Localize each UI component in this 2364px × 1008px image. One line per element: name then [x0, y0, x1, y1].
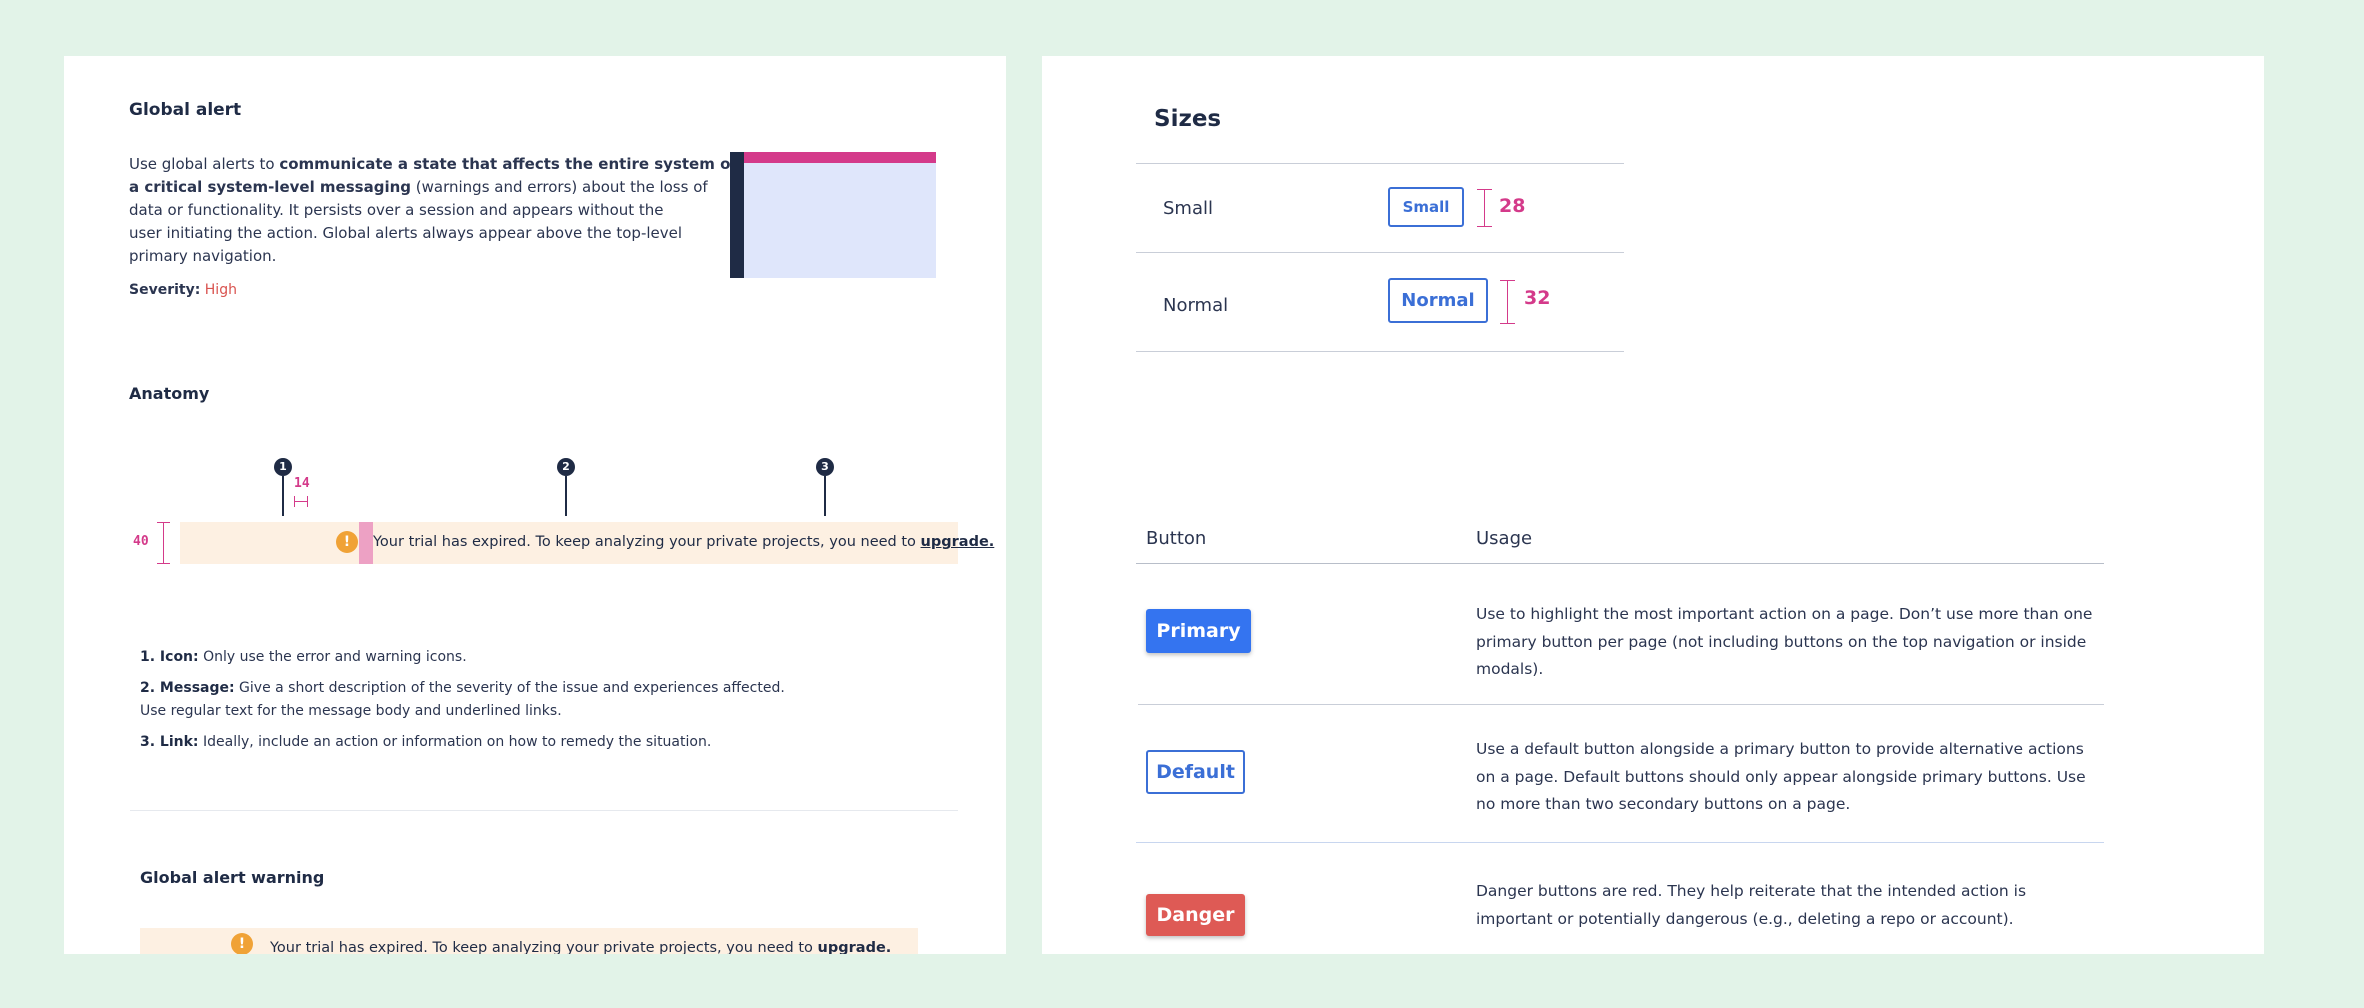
warning-alert-message: Your trial has expired. To keep analyzin…: [270, 940, 892, 954]
note-icon: 1. Icon: Only use the error and warning …: [140, 649, 467, 665]
intro-line2-rest: (warnings and errors) about the loss of: [411, 178, 708, 196]
primary-button[interactable]: Primary: [1146, 609, 1251, 653]
upgrade-link-2[interactable]: upgrade.: [817, 940, 892, 954]
table-header-rule: [1136, 563, 2104, 564]
severity-label: Severity:: [129, 282, 201, 298]
warning-section-title: Global alert warning: [140, 868, 325, 887]
size-name-small: Small: [1163, 198, 1213, 219]
normal-button[interactable]: Normal: [1388, 278, 1488, 323]
alert-message: Your trial has expired. To keep analyzin…: [373, 534, 994, 550]
intro-bold-2: a critical system-level messaging: [129, 178, 412, 196]
sizes-title: Sizes: [1154, 106, 1222, 132]
anatomy-title: Anatomy: [129, 384, 210, 403]
spacing-bracket: [294, 501, 308, 502]
height-bracket: [163, 522, 164, 564]
section-divider: [130, 810, 958, 811]
panel-title: Global alert: [129, 100, 242, 120]
row-rule-1: [1138, 704, 2104, 705]
intro-line-4: user initiating the action. Global alert…: [129, 224, 683, 242]
warning-alert-bar: ! Your trial has expired. To keep analyz…: [140, 928, 918, 954]
col-header-usage: Usage: [1476, 528, 1533, 549]
row-rule-2: [1136, 842, 2104, 843]
global-alert-panel: Global alert Use global alerts to commun…: [64, 56, 1006, 954]
warning-icon: !: [336, 531, 358, 553]
marker-1-line: [282, 476, 284, 516]
col-header-button: Button: [1146, 528, 1207, 549]
intro-lead: Use global alerts to: [129, 155, 280, 173]
note-link: 3. Link: Ideally, include an action or i…: [140, 734, 712, 750]
severity-row: Severity: High: [129, 279, 237, 302]
preview-top-bar: [730, 152, 936, 163]
small-height-label: 28: [1499, 195, 1526, 217]
anatomy-alert-bar: ! Your trial has expired. To keep analyz…: [180, 522, 994, 564]
marker-1: 1: [274, 458, 292, 476]
danger-button[interactable]: Danger: [1146, 894, 1245, 936]
intro-line-3: data or functionality. It persists over …: [129, 201, 664, 219]
danger-usage: Danger buttons are red. They help reiter…: [1476, 882, 2027, 928]
default-button[interactable]: Default: [1146, 750, 1245, 794]
sizes-top-rule: [1136, 163, 1624, 164]
small-height-bracket: [1484, 189, 1485, 227]
normal-height-bracket: [1507, 280, 1508, 324]
marker-3: 3: [816, 458, 834, 476]
marker-2-line: [565, 476, 567, 516]
warning-icon-2: !: [231, 933, 253, 954]
preview-side-bar: [730, 152, 744, 278]
note-message: 2. Message: Give a short description of …: [140, 680, 785, 719]
intro-bold-1: communicate a state that affects the ent…: [279, 155, 738, 173]
spacing-label: 14: [294, 476, 310, 491]
alert-message-text: Your trial has expired. To keep analyzin…: [373, 534, 921, 550]
normal-height-label: 32: [1524, 287, 1551, 309]
marker-3-line: [824, 476, 826, 516]
primary-usage: Use to highlight the most important acti…: [1476, 605, 2093, 678]
marker-2: 2: [557, 458, 575, 476]
severity-value: High: [204, 282, 237, 298]
spacing-highlight: [359, 522, 373, 564]
upgrade-link[interactable]: upgrade.: [920, 534, 995, 550]
size-name-normal: Normal: [1163, 295, 1229, 316]
height-label: 40: [133, 534, 149, 549]
buttons-panel: Sizes Small Small 28 Normal Normal 32 Bu…: [1042, 56, 2264, 954]
sizes-mid-rule: [1136, 252, 1624, 253]
small-button[interactable]: Small: [1388, 187, 1464, 227]
sizes-bottom-rule: [1136, 351, 1624, 352]
alert-preview-thumbnail: [730, 152, 936, 278]
intro-paragraph: Use global alerts to communicate a state…: [129, 153, 738, 268]
intro-line-5: primary navigation.: [129, 247, 277, 265]
default-usage: Use a default button alongside a primary…: [1476, 740, 2086, 813]
